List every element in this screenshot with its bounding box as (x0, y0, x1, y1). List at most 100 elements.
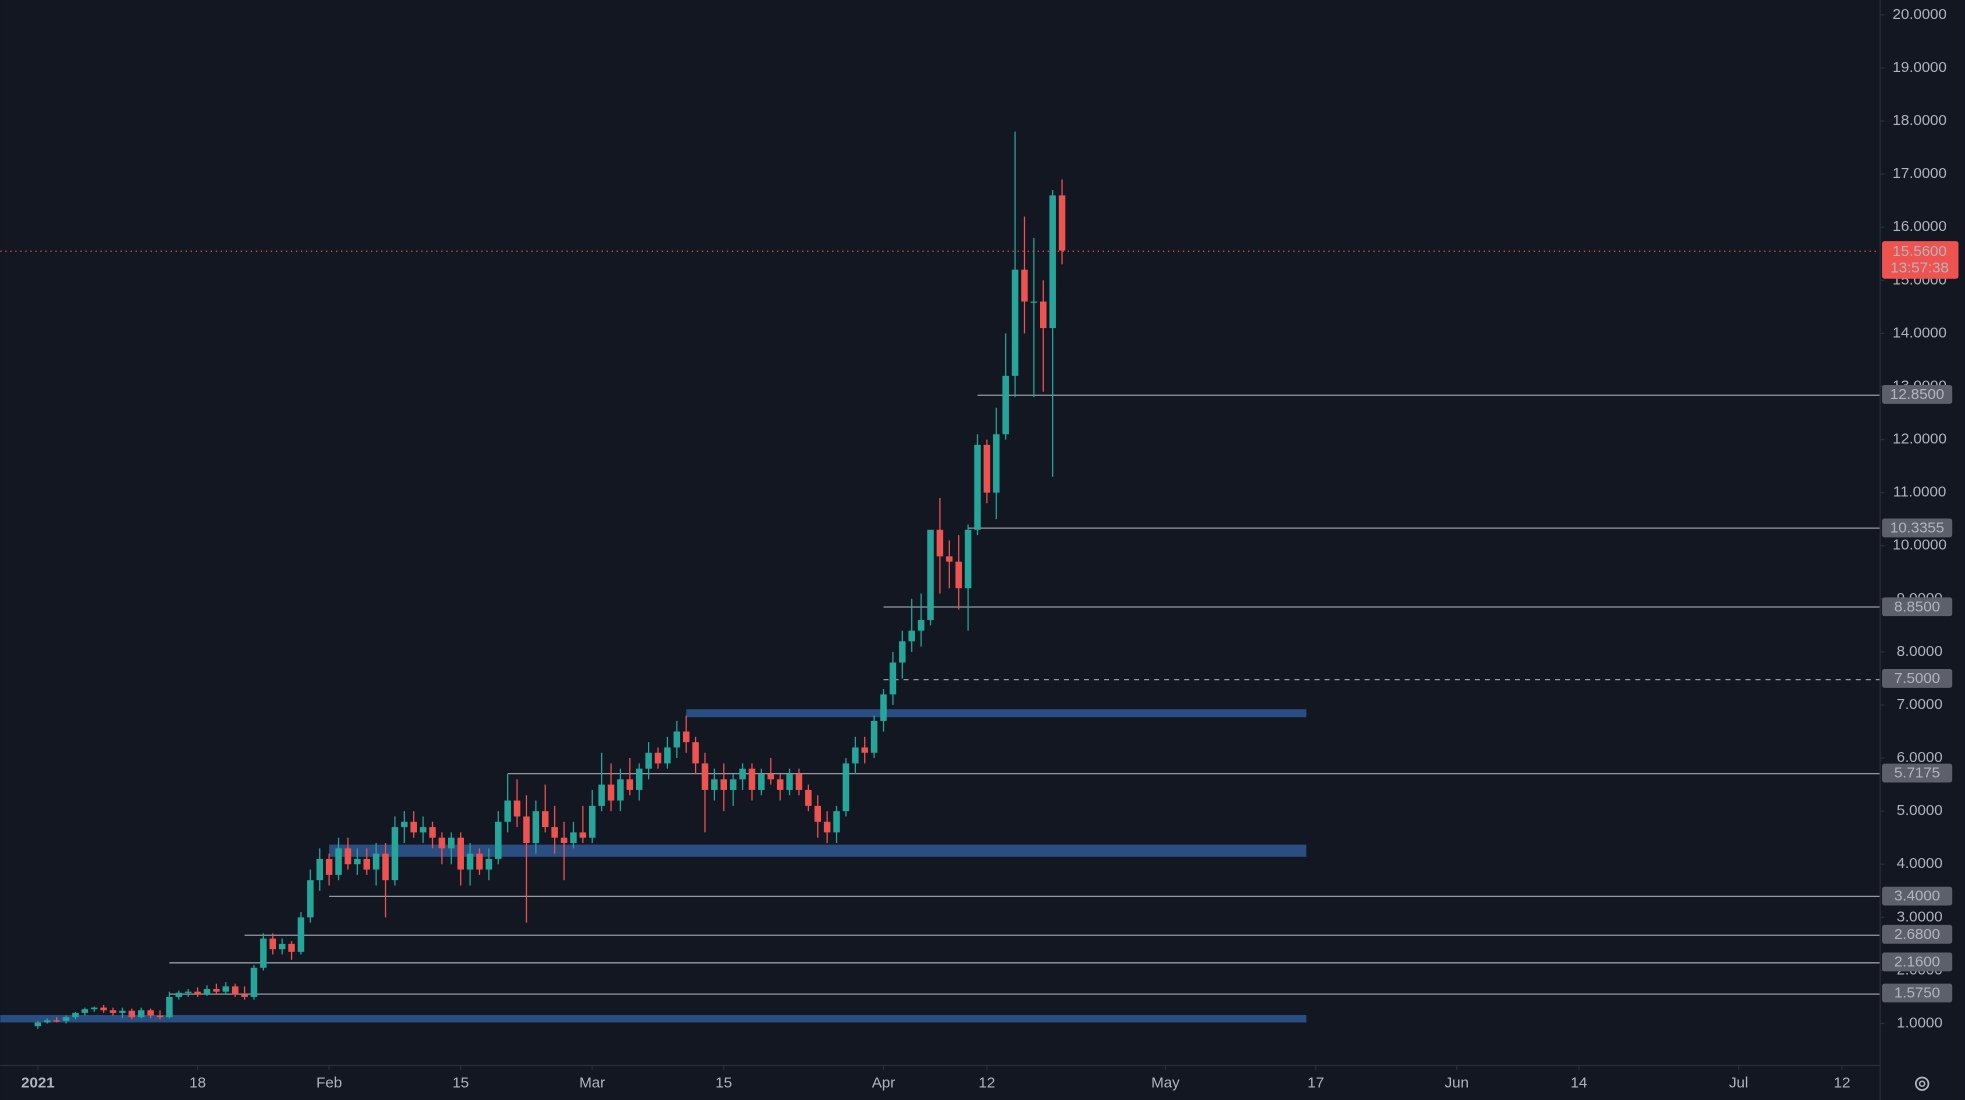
level-label-box (1882, 886, 1953, 906)
candle-body (908, 630, 915, 642)
candle-body (100, 1007, 107, 1011)
settings-icon[interactable] (1914, 1076, 1930, 1091)
candle-body (588, 805, 596, 838)
x-tick-label: Jul (1729, 1075, 1748, 1092)
candle-body (410, 821, 417, 833)
candle-body (278, 943, 286, 950)
candle-body (269, 938, 277, 950)
candle-body (720, 779, 728, 790)
candle-body (993, 434, 1000, 493)
candle-body (833, 811, 840, 833)
candle-body (532, 811, 540, 844)
candle-body (776, 779, 784, 790)
x-tick-label: May (1151, 1075, 1180, 1092)
level-label-box (1882, 597, 1953, 617)
candle-body (513, 800, 521, 817)
x-tick-label: 12 (979, 1075, 996, 1092)
candle-body (53, 1020, 60, 1022)
candle-body (767, 774, 775, 780)
level-label-box (1882, 669, 1953, 688)
candle-body (964, 529, 972, 589)
y-tick-label: 7.0000 (1897, 696, 1943, 713)
candle-body (1021, 269, 1028, 302)
y-tick-label: 16.0000 (1892, 218, 1946, 235)
candle-body (739, 768, 746, 780)
y-tick-label: 19.0000 (1892, 59, 1946, 76)
level-label-box (1882, 983, 1953, 1003)
candle-body (325, 858, 333, 875)
candle-body (852, 747, 859, 764)
candle-body (598, 784, 605, 806)
candle-body (936, 529, 944, 557)
candle-body (946, 556, 953, 562)
settings-icon-ring (1914, 1076, 1930, 1091)
candle-body (429, 827, 436, 838)
candle-body (250, 967, 258, 997)
candle-body (1011, 269, 1019, 376)
candle-body (842, 763, 850, 812)
level-label-box (1882, 385, 1953, 404)
level-label: 1.5750 (1894, 985, 1940, 1002)
level-label: 3.4000 (1894, 888, 1940, 905)
last-price-box (1882, 241, 1959, 279)
zone (686, 709, 1307, 718)
candle-body (748, 768, 756, 790)
candle-body (729, 779, 737, 790)
level-label-box (1882, 924, 1953, 944)
candle-body (391, 827, 399, 881)
candle-body (363, 858, 370, 870)
candle-body (1030, 301, 1038, 303)
candle-body (551, 827, 558, 838)
level-label-box (1882, 518, 1953, 538)
x-tick-label: Jun (1445, 1075, 1469, 1092)
candle-body (90, 1007, 98, 1010)
candle-body (504, 800, 511, 822)
level-label: 8.8500 (1894, 598, 1940, 615)
y-tick-label: 1.0000 (1897, 1014, 1943, 1031)
candle-body (635, 768, 643, 790)
level-label: 2.1600 (1894, 954, 1940, 971)
level-label: 7.5000 (1894, 670, 1940, 687)
candle-body (889, 662, 897, 695)
x-tick-label: 15 (452, 1075, 469, 1092)
zone (329, 844, 1307, 857)
y-tick-label: 12.0000 (1892, 431, 1946, 448)
y-tick-label: 6.0000 (1897, 749, 1943, 766)
y-tick-label: 4.0000 (1897, 855, 1943, 872)
candle-body (260, 938, 267, 968)
candle-body (476, 853, 483, 870)
y-tick-label: 11.0000 (1893, 484, 1946, 501)
x-tick-label: 18 (189, 1075, 206, 1092)
candle-body (955, 561, 962, 589)
level-label: 10.3355 (1890, 520, 1944, 537)
candle-body (682, 731, 690, 743)
candle-body (692, 742, 699, 764)
candle-body (43, 1020, 51, 1023)
candle-body (974, 444, 981, 530)
x-tick-label: 15 (715, 1075, 732, 1092)
candle-body (438, 837, 446, 849)
y-tick-label: 18.0000 (1892, 112, 1946, 129)
level-label: 12.8500 (1890, 386, 1944, 403)
candle-body (203, 989, 211, 995)
x-tick-label: 2021 (21, 1075, 54, 1092)
candle-body (307, 880, 314, 918)
candle-body (927, 529, 934, 621)
candle-body (72, 1012, 79, 1018)
zone (0, 1015, 1307, 1023)
candle-body (448, 837, 455, 849)
x-tick-label: Apr (872, 1075, 895, 1092)
candle-body (617, 779, 624, 801)
candle-body (711, 779, 718, 790)
candle-body (231, 986, 239, 995)
y-tick-label: 10.0000 (1892, 537, 1946, 554)
y-tick-label: 14.0000 (1892, 324, 1946, 341)
candle-body (654, 752, 662, 764)
candle-body (523, 816, 530, 844)
candle-body (560, 837, 568, 844)
candle-body (899, 641, 906, 663)
candle-body (880, 694, 887, 721)
candle-body (814, 805, 822, 822)
candle-body (645, 752, 652, 769)
